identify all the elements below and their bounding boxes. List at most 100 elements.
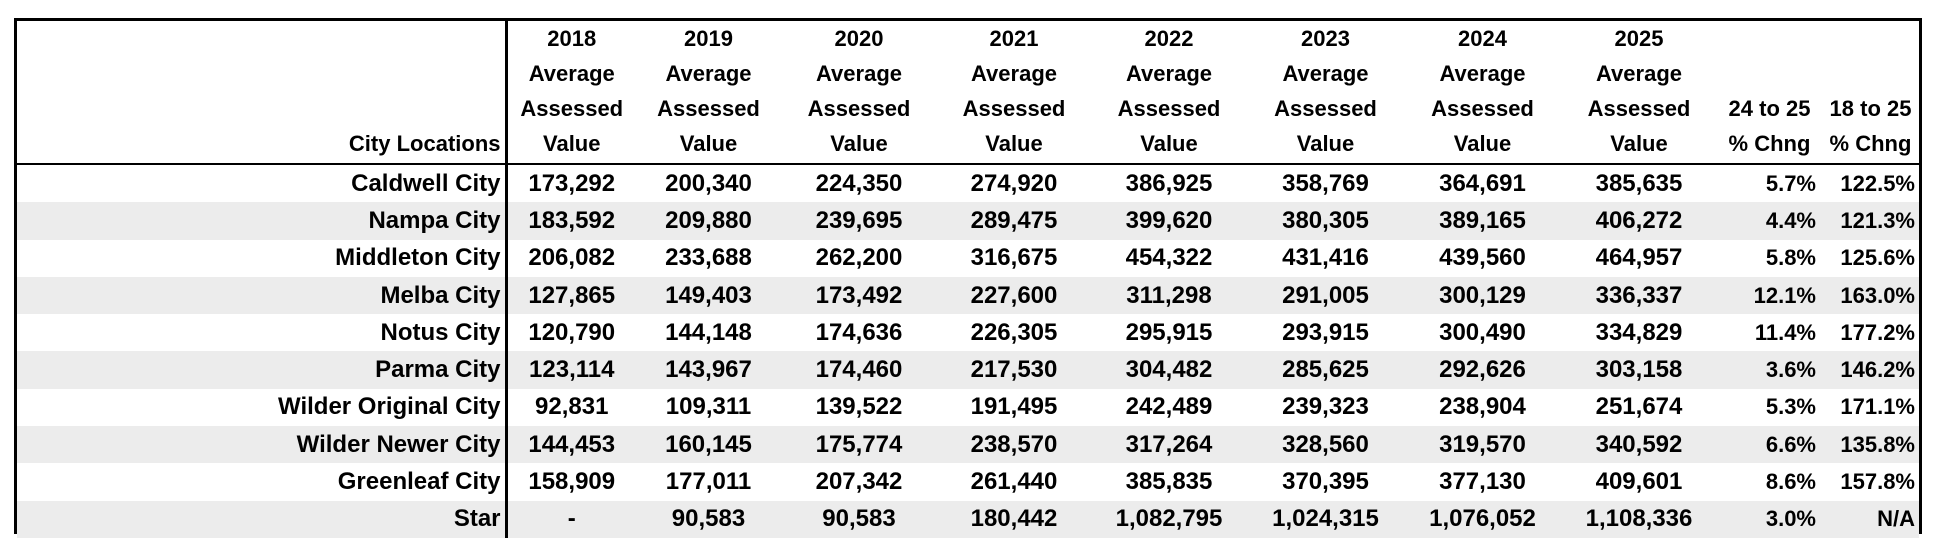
assessed-value-cell: 120,790 [528, 318, 616, 346]
header-2025: 2025 Average Assessed Value [1561, 21, 1717, 165]
change-18-to-25-cell: 121.3% [1822, 202, 1919, 240]
assessed-value-cell: 303,158 [1561, 351, 1717, 389]
assessed-value-cell: 127,865 [506, 276, 636, 315]
assessed-value-cell: 90,583 [636, 500, 781, 538]
assessed-value-cell: 1,024,315 [1247, 500, 1404, 538]
city-name-cell: Caldwell City [17, 164, 508, 203]
change-18-to-25-cell: 171.1% [1840, 394, 1915, 420]
assessed-value-cell: 316,675 [970, 244, 1058, 272]
city-name-cell: Melba City [17, 276, 508, 315]
assessed-value-cell: 295,915 [1125, 318, 1213, 346]
assessed-value-cell: 143,967 [636, 351, 781, 389]
assessed-value-cell: 207,342 [815, 468, 903, 496]
change-24-to-25-cell: 4.4% [1717, 202, 1822, 240]
assessed-value-cell: 311,298 [1091, 276, 1247, 315]
assessed-value-cell: 242,489 [1125, 393, 1213, 421]
assessed-value-cell: 217,530 [937, 351, 1091, 389]
city-name-cell: Greenleaf City [17, 463, 508, 501]
change-18-to-25-cell: 122.5% [1840, 170, 1915, 196]
header-24-to-25-change: 24 to 25% Chng [1717, 21, 1822, 165]
assessed-value-cell: 300,129 [1404, 276, 1561, 315]
change-18-to-25-cell: 177.2% [1840, 319, 1915, 345]
assessed-value-cell: 328,560 [1247, 426, 1404, 464]
assessed-value-cell: 238,904 [1439, 393, 1526, 421]
assessed-value-cell: 226,305 [970, 318, 1058, 346]
assessed-value-cell: 239,323 [1282, 393, 1369, 421]
assessed-value-cell: 389,165 [1404, 202, 1561, 240]
assessed-value-cell: 239,695 [781, 202, 937, 240]
assessed-value-cell: 291,005 [1247, 276, 1404, 315]
assessed-value-cell: 123,114 [506, 351, 636, 389]
change-24-to-25-cell: 11.4% [1754, 319, 1816, 345]
assessed-value-cell: 358,769 [1282, 169, 1369, 197]
city-name-cell: Star [17, 500, 508, 538]
assessed-value-cell: 233,688 [665, 244, 752, 272]
assessed-value-cell: 262,200 [815, 244, 903, 272]
assessed-value-cell: 227,600 [937, 276, 1091, 315]
assessed-value-cell: 285,625 [1247, 351, 1404, 389]
table-row: Middleton City 206,082 233,688 262,200 316,6… [17, 239, 1919, 277]
assessed-value-cell: 1,108,336 [1561, 500, 1717, 538]
change-24-to-25-cell: 3.0% [1717, 500, 1822, 538]
change-24-to-25-cell: 12.1% [1717, 276, 1822, 315]
table-row: Notus City 120,790 144,148 174,636 226,305 29… [17, 314, 1919, 352]
assessed-value-cell: 289,475 [937, 202, 1091, 240]
change-24-to-25-cell: 6.6% [1717, 426, 1822, 464]
change-18-to-25-cell: 135.8% [1822, 426, 1919, 464]
header-2018: 2018 Average Assessed Value [506, 21, 636, 165]
assessed-value-cell: 174,460 [781, 351, 937, 389]
assessed-value-cell: 174,636 [815, 318, 903, 346]
assessed-value-cell: 209,880 [636, 202, 781, 240]
change-18-to-25-cell: 146.2% [1822, 351, 1919, 389]
assessed-value-cell: 409,601 [1595, 468, 1683, 496]
header-city-locations: City Locations [17, 21, 508, 165]
change-18-to-25-cell: 157.8% [1840, 469, 1915, 495]
assessed-value-cell: 293,915 [1282, 318, 1369, 346]
table-body: Caldwell City 173,292 200,340 224,350 274,92… [17, 164, 1919, 538]
header-2022: 2022 Average Assessed Value [1091, 21, 1247, 165]
assessed-value-cell: 386,925 [1125, 169, 1213, 197]
change-18-to-25-cell: N/A [1822, 500, 1919, 538]
assessed-value-cell: 336,337 [1561, 276, 1717, 315]
assessed-value-cell: 139,522 [815, 393, 903, 421]
assessed-value-cell: 1,082,795 [1091, 500, 1247, 538]
assessed-value-cell: 149,403 [636, 276, 781, 315]
assessed-value-cell: - [506, 500, 636, 538]
table-row: Greenleaf City 158,909 177,011 207,342 261,4… [17, 463, 1919, 501]
assessed-value-cell: 200,340 [665, 169, 752, 197]
assessed-value-cell: 377,130 [1439, 468, 1526, 496]
table-row: Melba City 127,865 149,403 173,492 227,600 31… [17, 276, 1919, 315]
change-18-to-25-cell: 163.0% [1822, 276, 1919, 315]
assessed-value-cell: 144,148 [665, 318, 752, 346]
assessed-value-cell: 175,774 [781, 426, 937, 464]
table-row: Wilder Original City 92,831 109,311 139,522… [17, 388, 1919, 427]
assessed-value-cell: 406,272 [1561, 202, 1717, 240]
change-24-to-25-cell: 8.6% [1765, 469, 1816, 495]
assessed-value-cell: 109,311 [665, 393, 752, 421]
assessed-value-cell: 183,592 [506, 202, 636, 240]
assessed-value-cell: 300,490 [1439, 318, 1526, 346]
change-24-to-25-cell: 5.7% [1765, 170, 1816, 196]
city-name-cell: Middleton City [17, 239, 508, 277]
assessed-value-cell: 370,395 [1282, 468, 1369, 496]
assessed-value-cell: 292,626 [1404, 351, 1561, 389]
table-row: Nampa City 183,592 209,880 239,695 289,475 39… [17, 202, 1919, 240]
city-name-cell: Notus City [17, 314, 508, 352]
assessed-value-cell: 274,920 [970, 169, 1058, 197]
header-18-to-25-change: 18 to 25% Chng [1822, 21, 1919, 165]
city-name-cell: Nampa City [17, 202, 508, 240]
city-name-cell: Wilder Original City [17, 388, 508, 427]
change-24-to-25-cell: 5.3% [1765, 394, 1816, 420]
header-2024: 2024 Average Assessed Value [1404, 21, 1561, 165]
header-row: City Locations 2018 Average Assessed Value … [17, 21, 1919, 165]
city-name-cell: Wilder Newer City [17, 426, 508, 464]
assessed-value-cell: 304,482 [1091, 351, 1247, 389]
assessed-value-cell: 251,674 [1595, 393, 1683, 421]
header-2019: 2019 Average Assessed Value [636, 21, 781, 165]
assessed-value-cell: 180,442 [937, 500, 1091, 538]
header-2021: 2021 Average Assessed Value [937, 21, 1091, 165]
table-row: Star -90,583 90,583 180,442 1,082,795 1,024,3… [17, 500, 1919, 538]
assessed-value-cell: 454,322 [1125, 244, 1213, 272]
assessed-value-cell: 92,831 [535, 393, 609, 421]
assessed-value-cell: 158,909 [528, 468, 616, 496]
